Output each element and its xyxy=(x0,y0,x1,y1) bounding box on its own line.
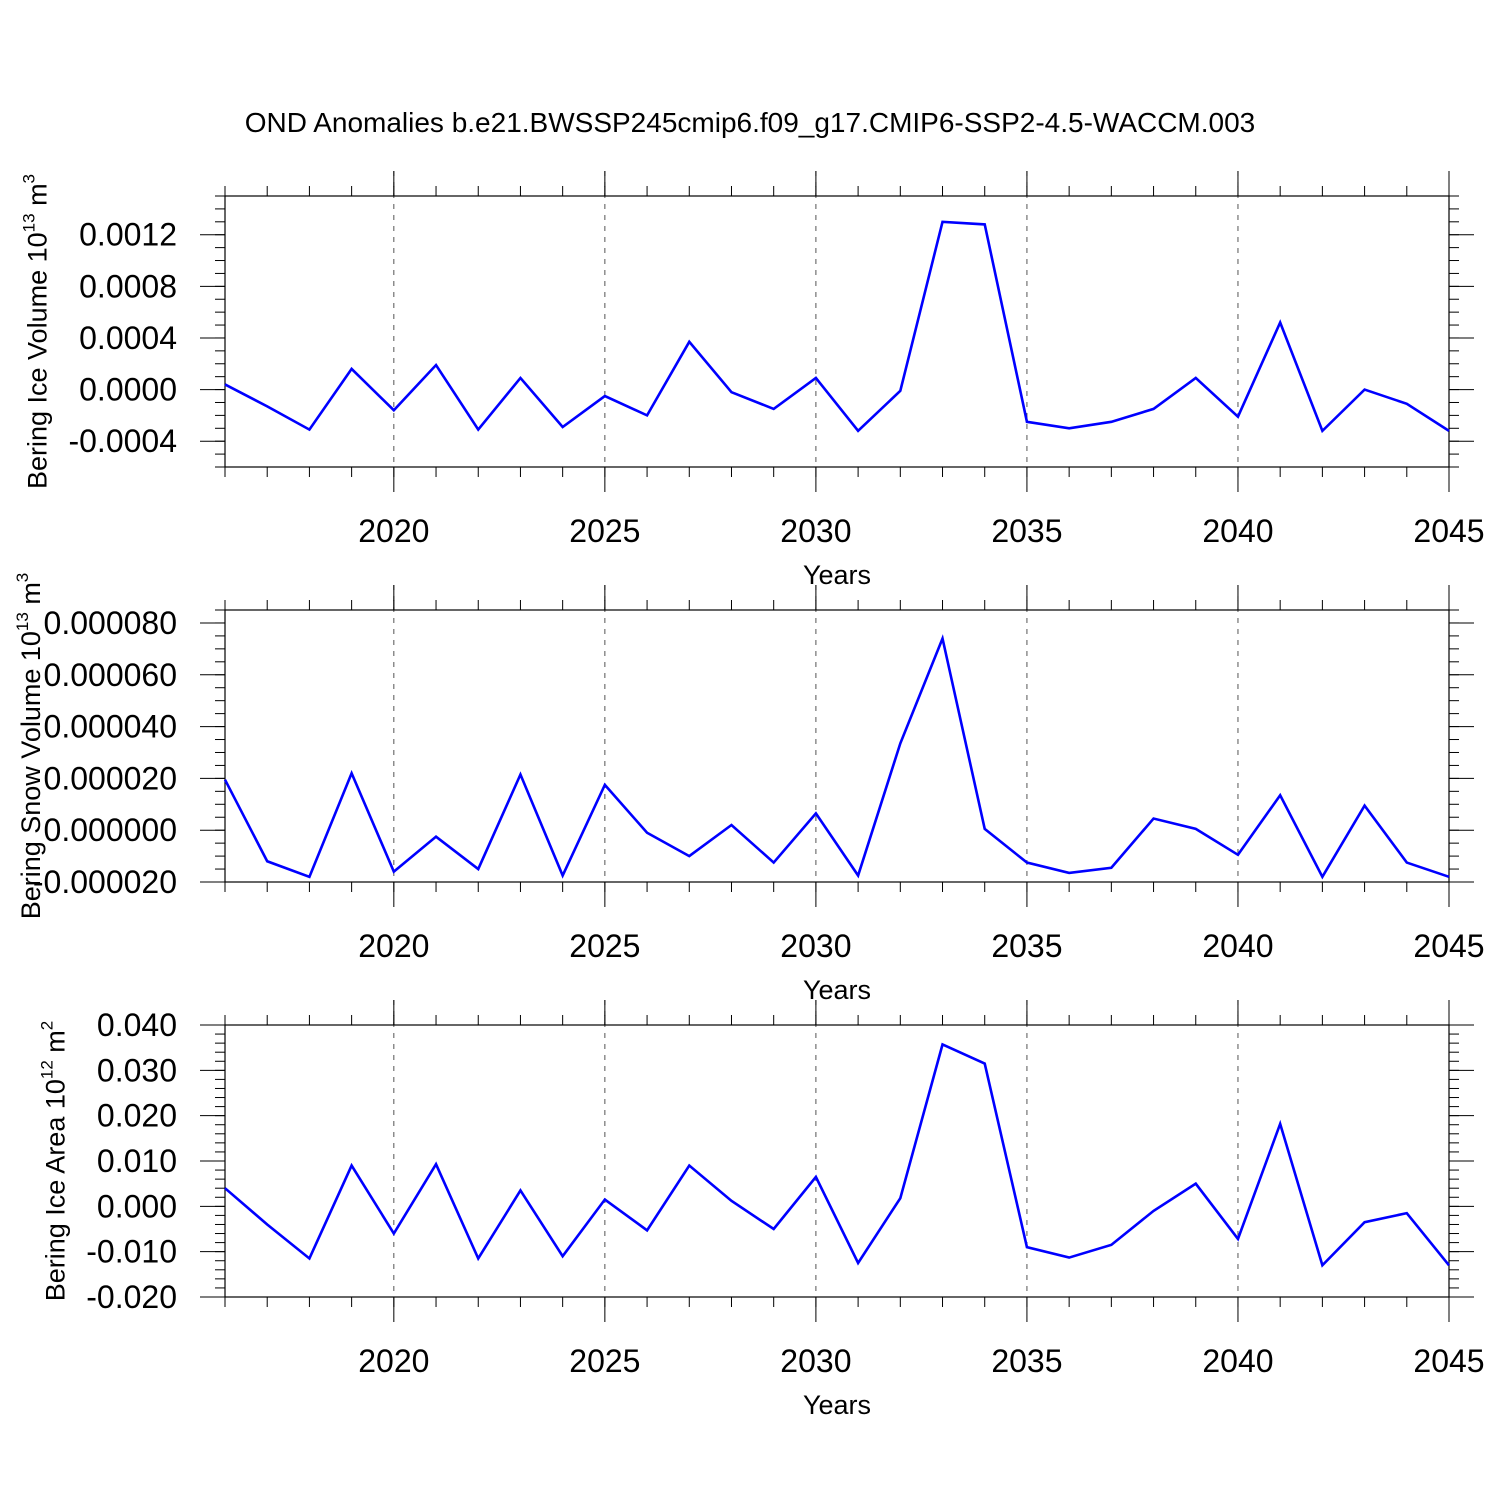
x-tick-label: 2020 xyxy=(358,513,429,549)
y-axis-title-text: Bering Ice Area 10 xyxy=(40,1079,70,1301)
plot-frame xyxy=(224,195,1450,468)
chart-panel-1: 2020 2025 2030 2035 2040 2045 Years -0.0004 0.00… xyxy=(19,171,1485,590)
y-tick-label: 0.0012 xyxy=(79,217,177,253)
x-tick-label: 2045 xyxy=(1413,928,1484,964)
y-tick-label: 0.000 xyxy=(97,1188,177,1224)
y-axis-title-sup: 3 xyxy=(19,174,38,183)
x-axis-title: Years xyxy=(803,975,871,1005)
series-line-1 xyxy=(223,634,1450,880)
y-tick-label: -0.010 xyxy=(86,1234,177,1270)
x-tick-label: 2025 xyxy=(569,1343,640,1379)
y-tick-label: 0.030 xyxy=(97,1052,177,1088)
x-axis-title: Years xyxy=(803,560,871,590)
x-tick-label: 2035 xyxy=(991,1343,1062,1379)
y-axis-title: Bering Snow Volume 1013 m3 xyxy=(13,573,46,920)
x-tick-label: 2035 xyxy=(991,513,1062,549)
y-tick-label: 0.0004 xyxy=(79,320,177,356)
x-tick-label: 2030 xyxy=(780,513,851,549)
y-axis-title: Bering Ice Volume 1013 m3 xyxy=(19,174,52,489)
y-axis-title-sup: 13 xyxy=(19,213,38,232)
y-axis-title-unit: m xyxy=(16,582,46,612)
y-axis-title-sup: 2 xyxy=(37,1021,56,1030)
chart-panel-2: 2020 2025 2030 2035 2040 2045 Years -0.000020 0.… xyxy=(13,573,1485,1005)
series-line-1 xyxy=(224,1042,1451,1268)
x-tick-label: 2045 xyxy=(1413,513,1484,549)
y-tick-label: 0.040 xyxy=(97,1007,177,1043)
y-tick-label: 0.0000 xyxy=(79,372,177,408)
y-axis-title-unit: m xyxy=(40,1030,70,1060)
y-axis-title-text: Bering Snow Volume 10 xyxy=(16,631,46,919)
x-tick-label: 2030 xyxy=(780,1343,851,1379)
y-axis-title-sup: 12 xyxy=(37,1060,56,1079)
y-axis-title-sup: 13 xyxy=(13,612,32,631)
y-tick-label: -0.0004 xyxy=(68,423,177,459)
y-tick-label: 0.000020 xyxy=(44,760,177,796)
x-tick-label: 2020 xyxy=(358,1343,429,1379)
y-tick-label: 0.000080 xyxy=(44,605,177,641)
x-tick-label: 2030 xyxy=(780,928,851,964)
figure-title: OND Anomalies b.e21.BWSSP245cmip6.f09_g1… xyxy=(245,107,1256,138)
y-tick-label: 0.000040 xyxy=(44,709,177,745)
y-tick-label: -0.020 xyxy=(86,1279,177,1315)
x-tick-label: 2025 xyxy=(569,513,640,549)
y-tick-label: -0.000020 xyxy=(33,864,177,900)
series-line-1 xyxy=(224,220,1450,434)
y-tick-label: 0.000060 xyxy=(44,657,177,693)
plot-frame xyxy=(224,609,1450,883)
x-tick-label: 2035 xyxy=(991,928,1062,964)
x-tick-label: 2040 xyxy=(1202,513,1273,549)
x-tick-label: 2045 xyxy=(1413,1343,1484,1379)
x-axis-title: Years xyxy=(803,1390,871,1420)
x-tick-label: 2020 xyxy=(358,928,429,964)
y-axis-title-text: Bering Ice Volume 10 xyxy=(22,232,52,489)
x-tick-label: 2040 xyxy=(1202,928,1273,964)
y-tick-label: 0.010 xyxy=(97,1143,177,1179)
x-tick-label: 2040 xyxy=(1202,1343,1273,1379)
y-axis-title-sup: 3 xyxy=(13,573,32,582)
y-axis-title: Bering Ice Area 1012 m2 xyxy=(37,1021,70,1302)
y-tick-label: 0.000000 xyxy=(44,812,177,848)
y-tick-label: 0.0008 xyxy=(79,268,177,304)
chart-panel-3: 2020 2025 2030 2035 2040 2045 Years -0.020 -0.01… xyxy=(37,1000,1485,1420)
y-tick-label: 0.020 xyxy=(97,1098,177,1134)
y-axis-title-unit: m xyxy=(22,183,52,213)
x-tick-label: 2025 xyxy=(569,928,640,964)
